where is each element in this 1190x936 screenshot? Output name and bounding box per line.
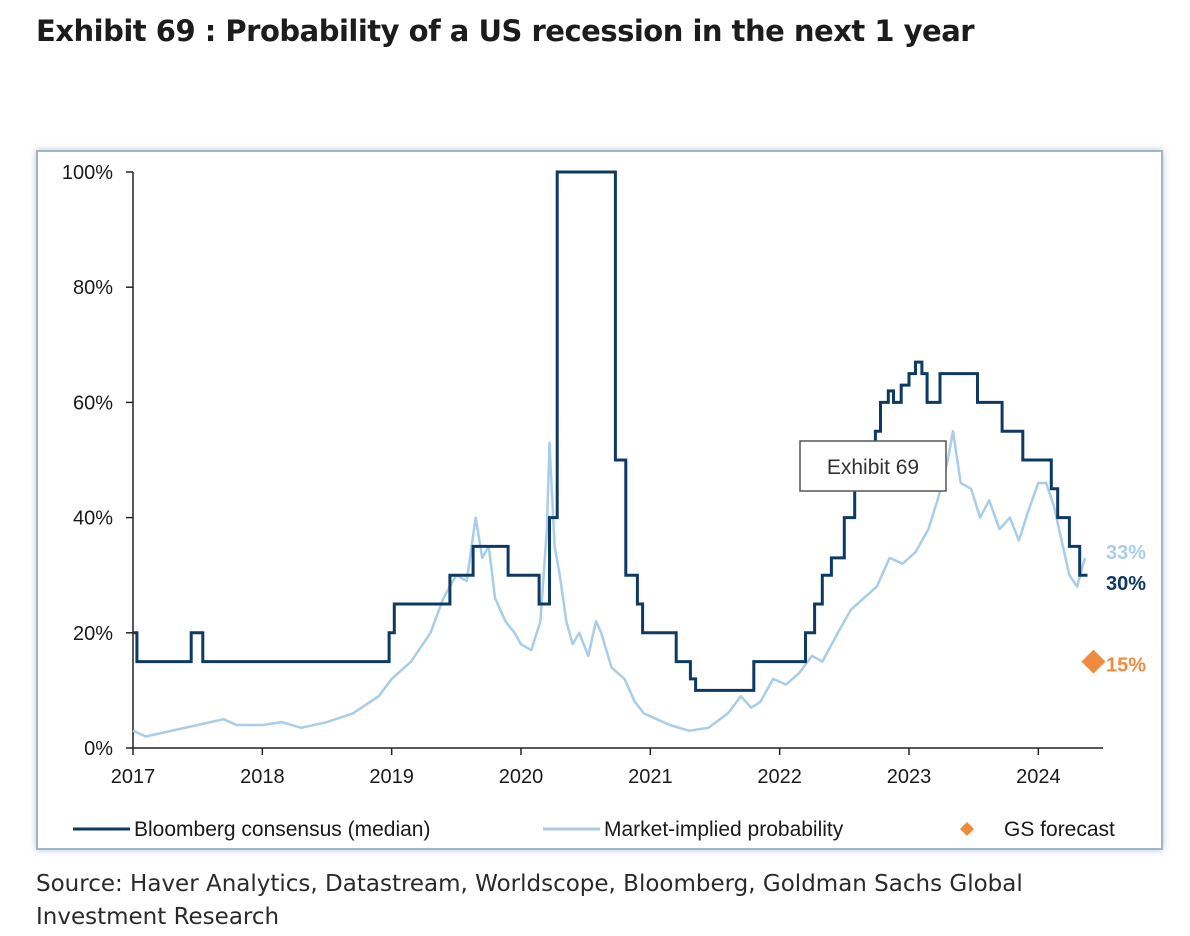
end-label-bloomberg: 30% [1106,573,1146,595]
y-tick-label: 40% [73,508,113,530]
series-market-implied-line [132,429,1087,738]
x-tick-label: 2023 [887,766,932,788]
x-tick-label: 2019 [369,766,414,788]
legend-label-bloomberg: Bloomberg consensus (median) [134,818,430,841]
annotation-box [799,440,947,492]
chart-legend: Bloomberg consensus (median) Market-impli… [73,818,1115,841]
x-tick-label: 2017 [111,766,156,788]
x-tick-label: 2022 [757,766,802,788]
chart-axes: 0% 20% 40% 60% 80% 100% 2017 2018 2019 2020 2021 20… [62,162,1103,788]
y-tick-label: 80% [73,277,113,299]
x-tick-label: 2018 [240,766,285,788]
chart-series [132,170,1106,738]
y-tick-label: 60% [73,392,113,414]
x-tick-label: 2024 [1016,766,1061,788]
chart-canvas: 0% 20% 40% 60% 80% 100% 2017 2018 2019 2020 2021 20… [62,162,1146,841]
legend-swatch-gs [960,822,974,836]
y-tick-label: 20% [73,623,113,645]
x-tick-label: 2020 [499,766,544,788]
gs-forecast-point [1081,649,1106,674]
y-tick-label: 0% [84,738,113,760]
y-tick-label: 100% [62,162,113,184]
legend-label-gs: GS forecast [1004,818,1115,841]
end-label-market: 33% [1106,542,1146,564]
page-title: Exhibit 69 : Probability of a US recessi… [36,14,975,48]
end-label-gs: 15% [1106,655,1146,677]
annotation-text: Exhibit 69 [827,456,919,479]
chart-annotation: Exhibit 69 [799,440,947,492]
x-tick-label: 2021 [628,766,673,788]
chart-frame: 0% 20% 40% 60% 80% 100% 2017 2018 2019 2020 2021 20… [36,150,1163,850]
series-bloomberg-line [133,170,1088,692]
chart-end-labels: 33% 30% 15% [1106,542,1146,677]
source-note: Source: Haver Analytics, Datastream, Wor… [36,871,1023,930]
legend-label-market: Market-implied probability [604,818,844,841]
